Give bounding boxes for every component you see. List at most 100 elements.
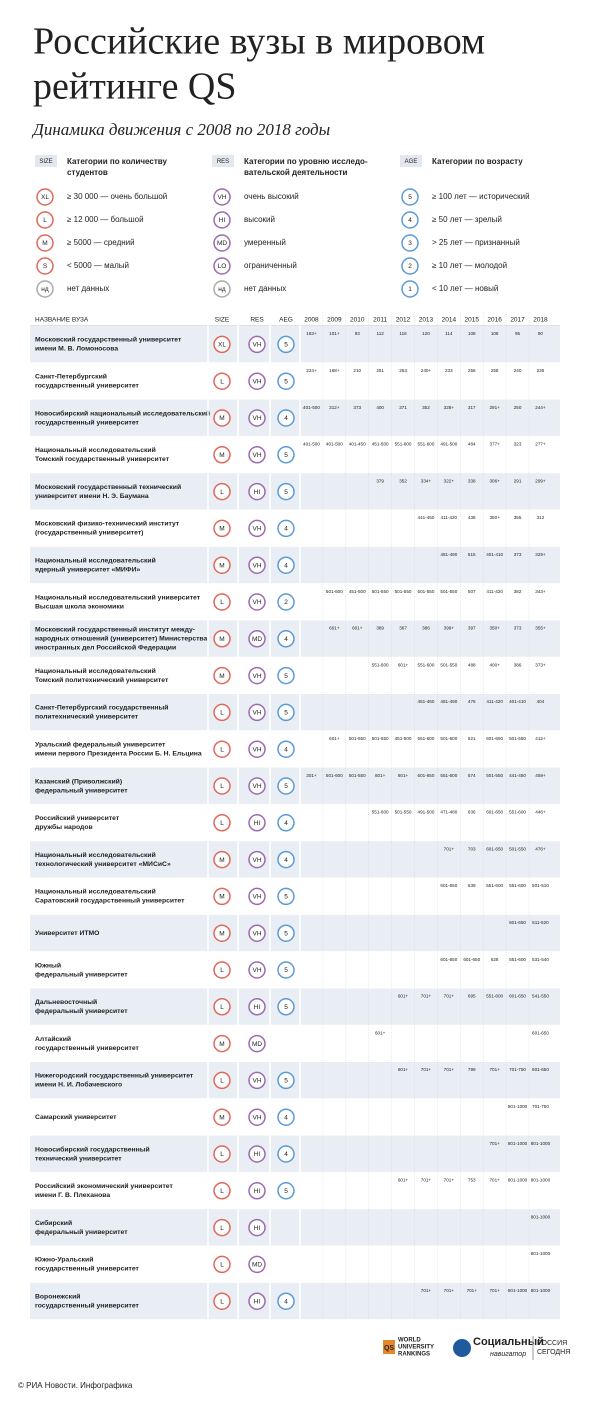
category-code: L [220,489,224,496]
year-header: 2012 [396,317,411,324]
row-band [30,1209,560,1246]
category-badge [248,593,266,611]
rank-label: 373 [514,626,522,631]
category-code: 4 [284,636,288,643]
rank-label: 601+ [398,662,409,667]
rank-label: 120 [422,331,430,336]
rank-label: 801-1000 [508,1178,528,1183]
year-header: 2008 [304,317,319,324]
rank-label: 501-550 [440,589,457,594]
rank-label: 291 [514,478,522,483]
university-name: университет имени Н. Э. Баумана [35,493,149,500]
legend-code: LO [218,263,227,270]
rank-label: 373+ [535,662,546,667]
category-code: MD [252,1041,262,1048]
column-header: AEG [279,317,293,324]
category-badge [248,1255,266,1274]
rank-label: 551-600 [486,883,503,888]
category-code: L [220,599,224,606]
legend-tag-box [400,155,422,167]
rank-label: 112 [376,331,384,336]
rank-label: 753 [468,1178,476,1183]
rank-label: 386 [514,662,522,667]
legend-label: > 25 лет — признанный [432,238,520,247]
category-badge [213,372,231,390]
category-badge [277,1182,295,1200]
category-badge [213,1218,231,1237]
rank-label: 541-550 [532,994,549,999]
row-band [30,546,560,584]
legend-tag: RES [217,159,229,165]
category-code: M [219,415,224,422]
legend-code: M [42,240,47,247]
category-badge [277,519,295,538]
category-code: L [220,783,224,790]
rank-label: 476+ [535,846,546,851]
rank-label: 373 [353,405,361,410]
category-badge [213,630,231,648]
university-name: Национальный исследовательский [35,667,156,675]
category-code: VH [252,710,261,717]
university-name: имени М. В. Ломоносова [35,346,118,353]
rank-label: 401-500 [303,405,320,410]
navigator-logo: навигатор [490,1351,526,1358]
category-badge [213,850,231,869]
category-badge [277,1145,295,1163]
column-header: SIZE [215,317,230,324]
category-code: 5 [284,783,288,790]
university-name: политехнический университет [35,713,139,721]
year-header: 2010 [350,317,365,324]
year-header: 2018 [533,317,548,324]
university-name: (государственный университет) [35,529,143,537]
title: рейтинге QS [33,66,237,108]
category-code: VH [252,1114,261,1121]
category-badge [248,740,266,758]
legend-code: нд [41,286,49,293]
university-name: Национальный исследовательский [35,556,156,564]
university-name: государственный университет [35,1044,140,1052]
rank-label: 531-540 [532,957,549,962]
rank-label: 411-420 [486,699,503,704]
rank-label: 436 [468,515,476,520]
rank-label: 168+ [329,368,340,373]
university-name: имени первого Президента России Б. Н. Ел… [35,750,202,757]
category-badge [213,998,231,1016]
category-badge [248,666,266,685]
rank-label: 801-1000 [508,1288,528,1293]
rank-label: 373 [514,552,522,557]
row-band [30,1062,560,1099]
rank-label: 501-550 [440,662,457,667]
rank-label: 481-490 [440,552,457,557]
rank-label: 801-1000 [531,1141,551,1146]
category-badge [248,446,266,464]
row-band [30,620,560,658]
legend-code: L [43,217,47,224]
legend-title: Категории по количеству [67,157,167,166]
university-name: Российский экономический университет [35,1182,173,1190]
column-header: RES [250,317,264,324]
category-badge [248,1034,266,1053]
rank-label: 801-1000 [531,1288,551,1293]
legend-badge [213,211,231,229]
category-badge [277,1292,295,1310]
category-badge [213,409,231,427]
year-header: 2013 [419,317,434,324]
university-name: Новосибирский государственный [35,1145,150,1153]
university-name: государственный университет [35,1265,140,1273]
category-code: 4 [284,1298,288,1305]
category-badge [213,777,231,795]
category-code: L [220,1151,224,1158]
category-badge [213,740,231,758]
university-name: государственный университет [35,381,140,389]
category-badge [277,593,295,611]
legend-code: XL [41,194,49,201]
rank-label: 501-510 [532,883,549,888]
rank-label: 491-500 [418,810,435,815]
rank-label: 235 [537,368,545,373]
category-badge [277,372,295,390]
legend-badge [36,188,54,206]
rank-label: 601-650 [440,883,457,888]
category-code: M [219,562,224,569]
rank-label: 484 [468,442,476,447]
rank-label: 258 [491,368,499,373]
